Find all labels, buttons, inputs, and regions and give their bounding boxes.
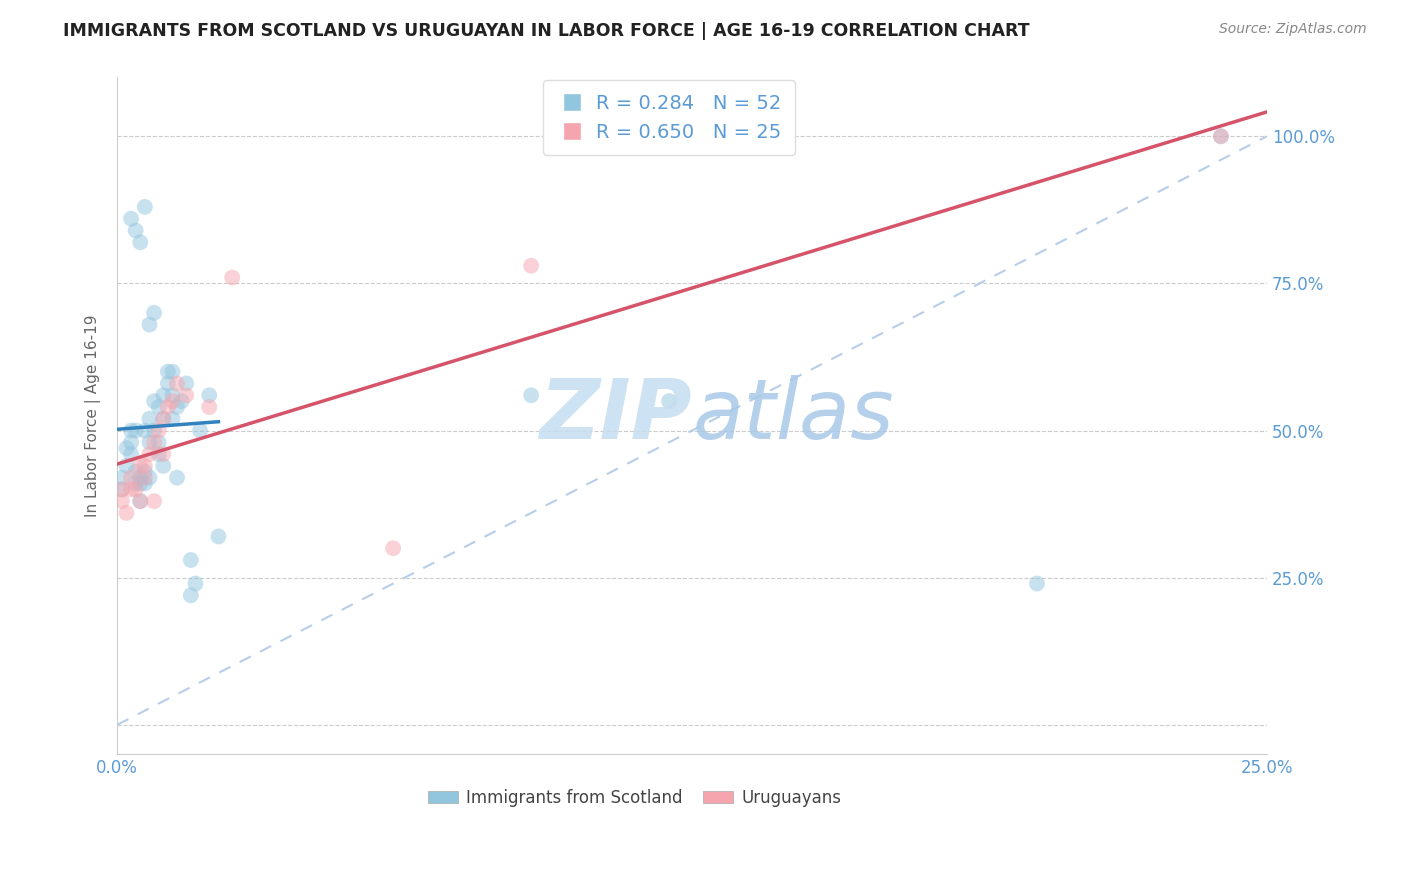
Point — [148, 400, 170, 414]
Text: IMMIGRANTS FROM SCOTLAND VS URUGUAYAN IN LABOR FORCE | AGE 16-19 CORRELATION CHA: IMMIGRANTS FROM SCOTLAND VS URUGUAYAN IN… — [63, 22, 1029, 40]
Point — [124, 483, 146, 497]
Point — [148, 424, 170, 438]
Point — [120, 483, 142, 497]
Point — [120, 470, 142, 484]
Point — [520, 259, 543, 273]
Point — [111, 483, 134, 497]
Point — [162, 411, 184, 425]
Point — [134, 424, 156, 438]
Point — [124, 424, 146, 438]
Point — [138, 447, 160, 461]
Point — [115, 441, 138, 455]
Point — [1209, 129, 1232, 144]
Point — [174, 388, 197, 402]
Point — [207, 529, 229, 543]
Point — [156, 376, 179, 391]
Point — [170, 394, 193, 409]
Point — [156, 400, 179, 414]
Point — [120, 424, 142, 438]
Point — [120, 435, 142, 450]
Point — [162, 365, 184, 379]
Point — [174, 376, 197, 391]
Point — [120, 211, 142, 226]
Point — [1209, 129, 1232, 144]
Point — [180, 588, 202, 602]
Text: ZIP: ZIP — [540, 376, 692, 457]
Point — [184, 576, 207, 591]
Point — [134, 458, 156, 473]
Point — [129, 458, 152, 473]
Point — [166, 400, 188, 414]
Point — [152, 411, 174, 425]
Point — [111, 494, 134, 508]
Point — [162, 388, 184, 402]
Point — [166, 376, 188, 391]
Point — [152, 411, 174, 425]
Point — [115, 506, 138, 520]
Point — [134, 476, 156, 491]
Y-axis label: In Labor Force | Age 16-19: In Labor Force | Age 16-19 — [86, 315, 101, 517]
Point — [180, 553, 202, 567]
Point — [115, 458, 138, 473]
Point — [188, 424, 211, 438]
Point — [166, 470, 188, 484]
Point — [124, 476, 146, 491]
Point — [129, 494, 152, 508]
Point — [162, 394, 184, 409]
Point — [138, 470, 160, 484]
Point — [124, 223, 146, 237]
Point — [129, 470, 152, 484]
Point — [382, 541, 405, 556]
Point — [148, 435, 170, 450]
Point — [156, 365, 179, 379]
Legend: Immigrants from Scotland, Uruguayans: Immigrants from Scotland, Uruguayans — [422, 782, 848, 814]
Point — [124, 465, 146, 479]
Point — [148, 447, 170, 461]
Point — [129, 235, 152, 250]
Point — [129, 476, 152, 491]
Point — [1026, 576, 1049, 591]
Point — [143, 435, 166, 450]
Point — [520, 388, 543, 402]
Text: atlas: atlas — [692, 376, 894, 457]
Text: Source: ZipAtlas.com: Source: ZipAtlas.com — [1219, 22, 1367, 37]
Point — [198, 388, 221, 402]
Point — [198, 400, 221, 414]
Point — [143, 424, 166, 438]
Point — [221, 270, 243, 285]
Point — [152, 458, 174, 473]
Point — [138, 435, 160, 450]
Point — [143, 494, 166, 508]
Point — [134, 470, 156, 484]
Point — [143, 394, 166, 409]
Point — [134, 465, 156, 479]
Point — [152, 388, 174, 402]
Point — [111, 470, 134, 484]
Point — [138, 411, 160, 425]
Point — [658, 394, 681, 409]
Point — [111, 483, 134, 497]
Point — [152, 447, 174, 461]
Point — [143, 306, 166, 320]
Point — [129, 494, 152, 508]
Point — [138, 318, 160, 332]
Point — [134, 200, 156, 214]
Point — [120, 447, 142, 461]
